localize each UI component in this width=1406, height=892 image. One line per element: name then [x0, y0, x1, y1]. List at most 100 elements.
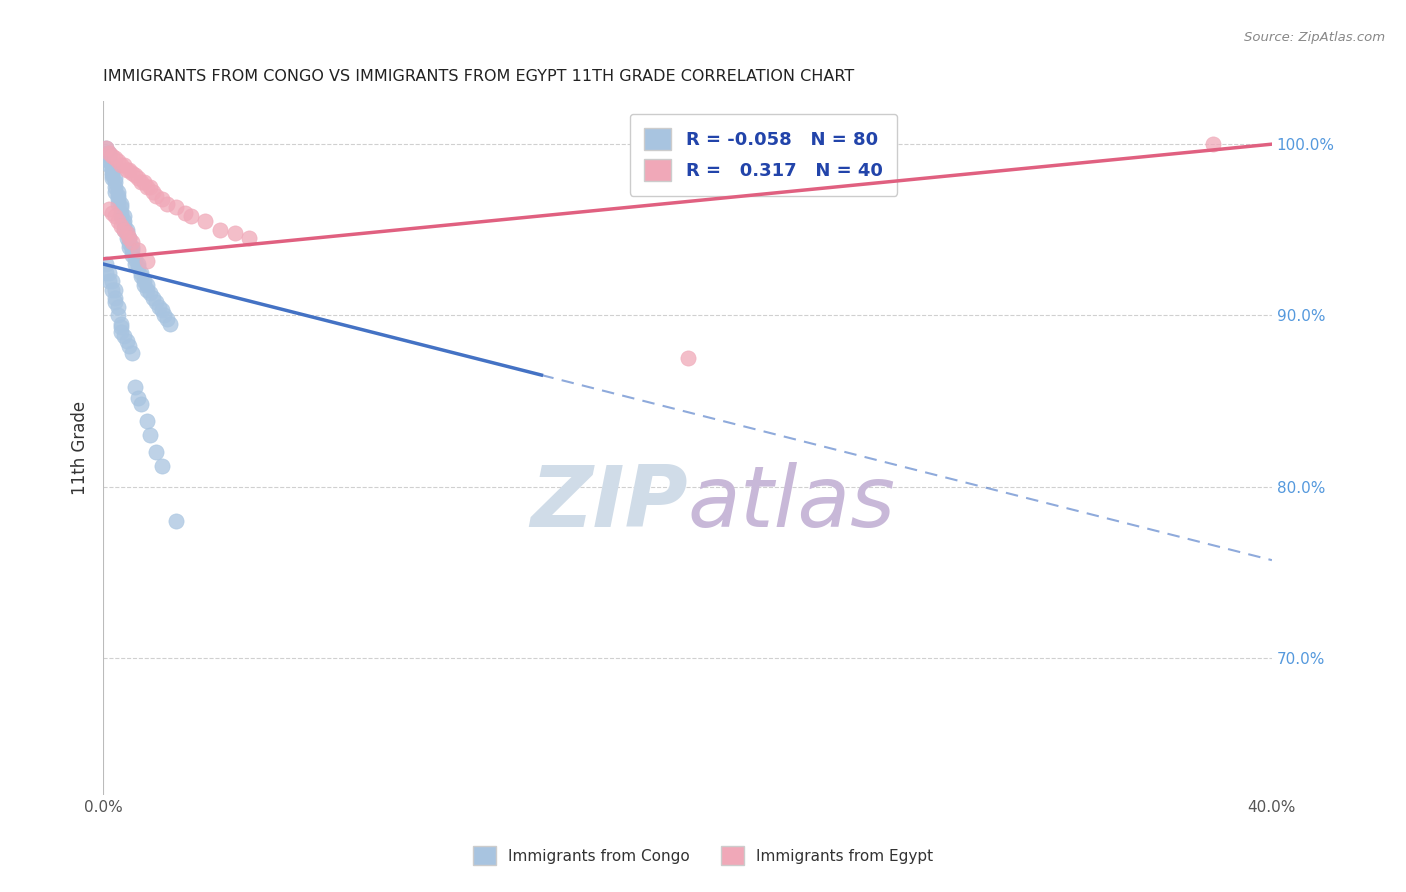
Point	[101, 166, 124, 180]
Point	[121, 248, 143, 262]
Point	[98, 145, 121, 160]
Point	[121, 235, 143, 249]
Point	[101, 283, 124, 297]
Point	[124, 380, 146, 394]
Point	[136, 415, 159, 429]
Point	[112, 223, 135, 237]
Text: atlas: atlas	[688, 462, 896, 545]
Point	[121, 166, 143, 180]
Point	[104, 283, 127, 297]
Point	[124, 168, 146, 182]
Point	[107, 214, 129, 228]
Point	[118, 162, 141, 177]
Point	[127, 257, 149, 271]
Point	[124, 257, 146, 271]
Point	[115, 162, 138, 177]
Point	[110, 219, 132, 234]
Point	[118, 240, 141, 254]
Point	[94, 257, 117, 271]
Point	[150, 458, 173, 473]
Point	[136, 283, 159, 297]
Point	[110, 317, 132, 331]
Point	[118, 339, 141, 353]
Point	[145, 445, 167, 459]
Point	[107, 188, 129, 202]
Y-axis label: 11th Grade: 11th Grade	[72, 401, 89, 495]
Point	[121, 346, 143, 360]
Point	[145, 188, 167, 202]
Point	[142, 291, 165, 305]
Point	[104, 209, 127, 223]
Point	[224, 226, 246, 240]
Point	[104, 175, 127, 189]
Point	[132, 274, 155, 288]
Point	[94, 266, 117, 280]
Point	[110, 320, 132, 334]
Point	[101, 158, 124, 172]
Point	[112, 209, 135, 223]
Point	[104, 294, 127, 309]
Point	[118, 231, 141, 245]
Point	[129, 397, 152, 411]
Point	[101, 168, 124, 182]
Point	[112, 223, 135, 237]
Point	[112, 218, 135, 232]
Point	[115, 231, 138, 245]
Point	[148, 300, 170, 314]
Point	[115, 334, 138, 348]
Point	[238, 231, 260, 245]
Point	[94, 140, 117, 154]
Point	[118, 236, 141, 251]
Point	[98, 202, 121, 217]
Point	[194, 214, 217, 228]
Point	[94, 145, 117, 160]
Point	[118, 231, 141, 245]
Point	[132, 277, 155, 292]
Point	[104, 185, 127, 199]
Point	[150, 192, 173, 206]
Point	[98, 145, 121, 160]
Text: Source: ZipAtlas.com: Source: ZipAtlas.com	[1244, 31, 1385, 45]
Text: IMMIGRANTS FROM CONGO VS IMMIGRANTS FROM EGYPT 11TH GRADE CORRELATION CHART: IMMIGRANTS FROM CONGO VS IMMIGRANTS FROM…	[103, 69, 855, 84]
Point	[124, 252, 146, 266]
Point	[136, 277, 159, 292]
Point	[139, 180, 162, 194]
Point	[98, 158, 121, 172]
Point	[121, 240, 143, 254]
Point	[136, 180, 159, 194]
Text: ZIP: ZIP	[530, 462, 688, 545]
Point	[110, 158, 132, 172]
Point	[98, 266, 121, 280]
Point	[101, 205, 124, 219]
Point	[101, 274, 124, 288]
Point	[127, 244, 149, 258]
Point	[153, 309, 176, 323]
Point	[107, 300, 129, 314]
Point	[115, 223, 138, 237]
Point	[127, 171, 149, 186]
Point	[145, 294, 167, 309]
Point	[139, 286, 162, 301]
Point	[129, 266, 152, 280]
Point	[142, 185, 165, 199]
Point	[127, 391, 149, 405]
Point	[101, 162, 124, 177]
Point	[159, 317, 181, 331]
Point	[115, 226, 138, 240]
Point	[165, 201, 187, 215]
Point	[107, 192, 129, 206]
Point	[115, 226, 138, 240]
Point	[129, 175, 152, 189]
Point	[98, 274, 121, 288]
Point	[107, 154, 129, 169]
Point	[180, 209, 202, 223]
Point	[676, 351, 699, 366]
Point	[150, 303, 173, 318]
Point	[110, 201, 132, 215]
Point	[101, 149, 124, 163]
Point	[132, 175, 155, 189]
Legend: Immigrants from Congo, Immigrants from Egypt: Immigrants from Congo, Immigrants from E…	[467, 840, 939, 871]
Point	[98, 149, 121, 163]
Point	[136, 253, 159, 268]
Point	[101, 171, 124, 186]
